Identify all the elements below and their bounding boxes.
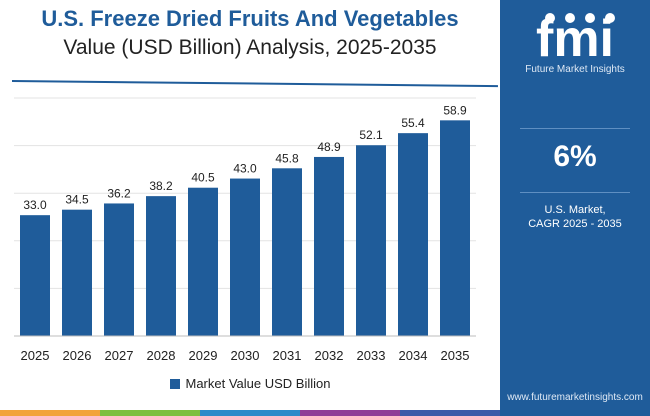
website-link[interactable]: www.futuremarketinsights.com	[507, 392, 643, 403]
x-tick-2027: 2027	[105, 348, 134, 363]
x-tick-2028: 2028	[147, 348, 176, 363]
bar-2026	[62, 209, 92, 336]
chart-subtitle: Value (USD Billion) Analysis, 2025-2035	[63, 36, 437, 59]
bar-2032	[314, 156, 344, 336]
data-label-2032: 48.9	[317, 140, 341, 154]
x-tick-2030: 2030	[231, 348, 260, 363]
data-label-2031: 45.8	[275, 151, 299, 165]
footer-segment-blue	[200, 410, 300, 416]
legend-label: Market Value USD Billion	[185, 376, 331, 391]
x-tick-2031: 2031	[273, 348, 302, 363]
x-tick-2035: 2035	[441, 348, 470, 363]
data-label-2033: 52.1	[359, 128, 383, 142]
x-tick-2029: 2029	[189, 348, 218, 363]
bar-2033	[356, 145, 386, 336]
data-label-2025: 33.0	[23, 198, 47, 212]
x-tick-2034: 2034	[399, 348, 428, 363]
x-tick-2025: 2025	[21, 348, 50, 363]
data-label-2029: 40.5	[191, 171, 215, 185]
footer-segment-green	[100, 410, 200, 416]
x-tick-2026: 2026	[63, 348, 92, 363]
bar-2028	[146, 196, 176, 336]
footer-segment-purple	[300, 410, 400, 416]
panel-divider-top	[520, 128, 630, 129]
bar-2034	[398, 133, 428, 336]
footer-segment-orange	[0, 410, 100, 416]
data-label-2028: 38.2	[149, 179, 173, 193]
logo-globe-icon	[585, 13, 595, 23]
bar-2029	[188, 187, 218, 336]
bar-2030	[230, 178, 260, 336]
legend: Market Value USD Billion	[0, 376, 500, 391]
legend-swatch	[169, 379, 180, 389]
bar-2025	[20, 215, 50, 336]
data-label-2027: 36.2	[107, 186, 131, 200]
logo-globe-icon	[545, 13, 555, 23]
footer-color-band	[0, 410, 500, 416]
logo-globe-icon	[605, 13, 615, 23]
logo-subtitle: Future Market Insights	[525, 64, 625, 75]
side-panel: fmi Future Market Insights 6% U.S. Marke…	[500, 0, 650, 416]
chart-title: U.S. Freeze Dried Fruits And Vegetables	[41, 6, 459, 31]
data-label-2035: 58.9	[443, 103, 467, 117]
bar-chart: 33.0 2025 34.5 2026 36.2 2027 38.2 2028 40.5 2029…	[14, 97, 476, 363]
logo-globe-icon	[565, 13, 575, 23]
bar-2031	[272, 168, 302, 336]
data-label-2026: 34.5	[65, 193, 89, 207]
footer-segment-navy	[400, 410, 500, 416]
data-label-2034: 55.4	[401, 116, 425, 130]
bar-2035	[440, 120, 470, 336]
fmi-logo: fmi	[536, 10, 615, 68]
cagr-value: 6%	[553, 140, 597, 173]
bar-2027	[104, 203, 134, 336]
data-label-2030: 43.0	[233, 162, 257, 176]
cagr-market-label: U.S. Market,	[544, 204, 606, 216]
x-tick-2032: 2032	[315, 348, 344, 363]
cagr-period-label: CAGR 2025 - 2035	[528, 218, 622, 230]
panel-divider-bottom	[520, 192, 630, 193]
x-tick-2033: 2033	[357, 348, 386, 363]
